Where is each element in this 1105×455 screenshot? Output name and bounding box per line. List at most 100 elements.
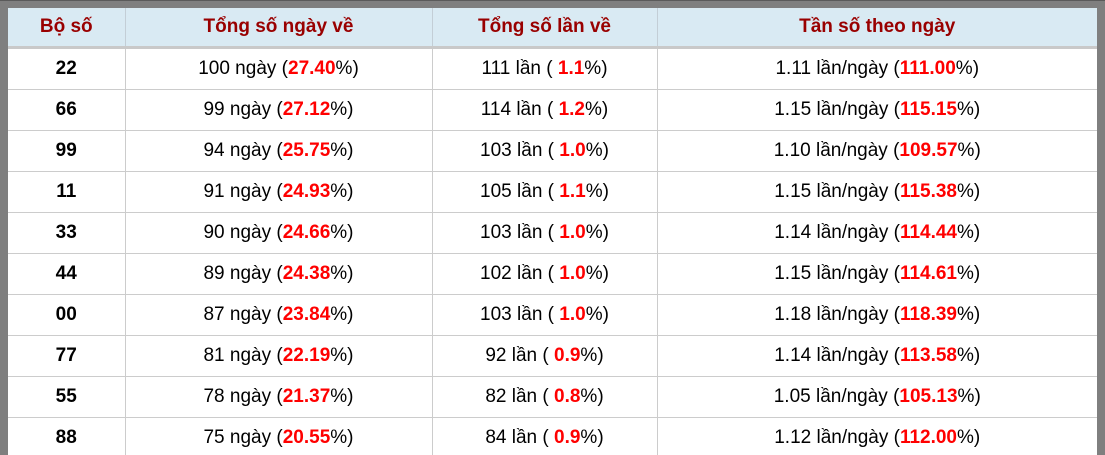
cell-text: %) <box>330 181 354 202</box>
cell-text: 1.10 lần/ngày ( <box>773 140 900 161</box>
cell-pair: 33 <box>8 212 125 254</box>
cell-text: 1.14 lần/ngày ( <box>774 222 900 243</box>
cell-text: %) <box>585 304 609 325</box>
cell-text: 84 lần ( <box>485 427 554 448</box>
cell-days: 100 ngày (27.40%) <box>124 47 432 90</box>
cell-frequency: 1.11 lần/ngày (111.00%) <box>656 47 1097 90</box>
header-cell-days: Tổng số ngày về <box>124 8 432 49</box>
cell-frequency: 1.15 lần/ngày (114.61%) <box>656 253 1097 295</box>
percent-value: 112.00 <box>899 427 958 448</box>
percent-value: 23.84 <box>282 304 331 325</box>
table-row: 99 94 ngày (25.75%) 103 lần ( 1.0%) 1.10 lầ… <box>8 130 1097 172</box>
percent-value: 105.13 <box>899 386 958 407</box>
cell-pair: 66 <box>8 89 125 131</box>
cell-times: 114 lần ( 1.2%) <box>431 89 657 131</box>
cell-times: 84 lần ( 0.9%) <box>431 417 657 455</box>
cell-days: 94 ngày (25.75%) <box>124 130 432 172</box>
percent-value: 1.0 <box>559 140 586 161</box>
percent-value: 21.37 <box>282 386 331 407</box>
cell-frequency: 1.12 lần/ngày (112.00%) <box>656 417 1097 455</box>
cell-text: %) <box>957 263 981 284</box>
cell-pair: 22 <box>55 58 77 79</box>
cell-text: %) <box>585 263 609 284</box>
cell-text: %) <box>585 140 609 161</box>
header-cell-times: Tổng số lần về <box>431 8 657 49</box>
cell-text: 81 ngày ( <box>203 345 283 366</box>
cell-text: 1.15 lần/ngày ( <box>774 99 900 120</box>
cell-days: 99 ngày (27.12%) <box>124 89 432 131</box>
cell-text: %) <box>957 181 981 202</box>
cell-text: %) <box>957 386 981 407</box>
percent-value: 27.12 <box>282 99 331 120</box>
cell-times: 103 lần ( 1.0%) <box>431 212 657 254</box>
cell-text: %) <box>957 99 981 120</box>
percent-value: 1.0 <box>559 263 586 284</box>
table-row: 44 89 ngày (24.38%) 102 lần ( 1.0%) 1.15 lầ… <box>8 253 1097 295</box>
cell-text: %) <box>585 222 609 243</box>
percent-value: 1.0 <box>559 222 586 243</box>
cell-text: 1.14 lần/ngày ( <box>774 345 900 366</box>
percent-value: 118.39 <box>899 304 958 325</box>
percent-value: 22.19 <box>282 345 331 366</box>
cell-frequency: 1.18 lần/ngày (118.39%) <box>656 294 1097 336</box>
percent-value: 1.1 <box>559 181 586 202</box>
table-row: 77 81 ngày (22.19%) 92 lần ( 0.9%) 1.14 lần… <box>8 335 1097 377</box>
table-row: 55 78 ngày (21.37%) 82 lần ( 0.8%) 1.05 lần… <box>8 376 1097 418</box>
percent-value: 114.44 <box>899 222 958 243</box>
cell-text: 102 lần ( <box>480 263 560 284</box>
cell-text: 1.15 lần/ngày ( <box>774 181 900 202</box>
cell-times: 92 lần ( 0.9%) <box>431 335 657 377</box>
percent-value: 20.55 <box>282 427 331 448</box>
cell-days: 75 ngày (20.55%) <box>124 417 432 455</box>
cell-times: 111 lần ( 1.1%) <box>431 47 657 90</box>
cell-text: %) <box>330 99 354 120</box>
cell-times: 102 lần ( 1.0%) <box>431 253 657 295</box>
cell-frequency: 1.10 lần/ngày (109.57%) <box>656 130 1097 172</box>
cell-times: 82 lần ( 0.8%) <box>431 376 657 418</box>
cell-frequency: 1.14 lần/ngày (113.58%) <box>656 335 1097 377</box>
cell-text: %) <box>585 99 609 120</box>
cell-days: 81 ngày (22.19%) <box>124 335 432 377</box>
lottery-stats-table: Bộ số Tổng số ngày về Tổng số lần về Tần… <box>8 8 1097 455</box>
table-header: Bộ số Tổng số ngày về Tổng số lần về Tần… <box>8 8 1097 49</box>
cell-text: 103 lần ( <box>480 222 560 243</box>
cell-pair: 44 <box>8 253 125 295</box>
cell-text: %) <box>584 58 608 79</box>
cell-text: %) <box>330 304 354 325</box>
cell-text: 87 ngày ( <box>203 304 283 325</box>
header-cell-frequency: Tần số theo ngày <box>656 8 1097 49</box>
cell-text: 100 ngày ( <box>198 58 288 79</box>
cell-text: %) <box>957 427 981 448</box>
cell-text: 92 lần ( <box>485 345 554 366</box>
percent-value: 1.1 <box>557 58 585 79</box>
cell-text: 90 ngày ( <box>203 222 283 243</box>
percent-value: 1.2 <box>558 99 585 120</box>
table-row: 66 99 ngày (27.12%) 114 lần ( 1.2%) 1.15 lầ… <box>8 89 1097 131</box>
cell-text: 1.05 lần/ngày ( <box>773 386 900 407</box>
cell-text: %) <box>580 345 604 366</box>
cell-pair: 88 <box>8 417 125 455</box>
percent-value: 0.8 <box>554 386 581 407</box>
percent-value: 24.93 <box>282 181 331 202</box>
cell-text: 89 ngày ( <box>203 263 283 284</box>
percent-value: 27.40 <box>288 58 336 79</box>
table-row: 22 100 ngày (27.40%) 111 lần ( 1.1%) 1.11 l… <box>8 47 1097 90</box>
header-cell-pair: Bộ số <box>8 8 125 49</box>
cell-text: %) <box>330 427 354 448</box>
cell-text: %) <box>330 222 354 243</box>
cell-pair: 99 <box>8 130 125 172</box>
percent-value: 113.58 <box>899 345 958 366</box>
table-row: 33 90 ngày (24.66%) 103 lần ( 1.0%) 1.14 lầ… <box>8 212 1097 254</box>
cell-text: %) <box>957 304 981 325</box>
cell-text: %) <box>330 345 354 366</box>
cell-text: 1.11 lần/ngày ( <box>775 58 900 79</box>
cell-pair: 55 <box>8 376 125 418</box>
cell-text: 103 lần ( <box>480 140 560 161</box>
cell-days: 78 ngày (21.37%) <box>124 376 432 418</box>
table-row: 11 91 ngày (24.93%) 105 lần ( 1.1%) 1.15 lầ… <box>8 171 1097 213</box>
cell-text: %) <box>580 386 604 407</box>
cell-text: %) <box>330 386 354 407</box>
percent-value: 25.75 <box>282 140 331 161</box>
cell-text: 1.12 lần/ngày ( <box>774 427 900 448</box>
cell-frequency: 1.15 lần/ngày (115.38%) <box>656 171 1097 213</box>
